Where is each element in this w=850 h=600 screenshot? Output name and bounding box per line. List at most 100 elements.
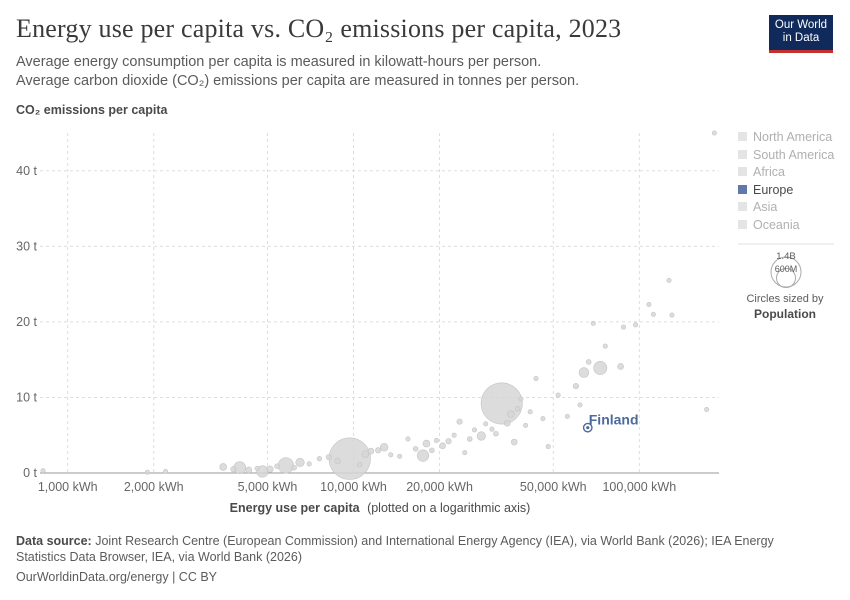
data-point[interactable]	[602, 343, 608, 349]
data-point[interactable]	[412, 446, 419, 452]
data-point[interactable]	[422, 439, 431, 448]
x-tick-label: 1,000 kWh	[38, 480, 98, 494]
owid-logo[interactable]: Our World in Data	[769, 15, 833, 53]
legend-item-south-america[interactable]: South America	[738, 148, 834, 162]
data-point[interactable]	[356, 461, 363, 468]
data-point[interactable]	[666, 277, 672, 283]
data-point[interactable]	[514, 406, 521, 412]
data-point[interactable]	[433, 438, 439, 444]
data-point[interactable]	[219, 463, 227, 471]
data-point[interactable]	[439, 442, 446, 450]
data-point[interactable]	[669, 312, 675, 318]
data-point[interactable]	[325, 454, 332, 461]
data-point[interactable]	[518, 396, 524, 402]
data-point[interactable]	[466, 436, 473, 442]
data-point[interactable]	[462, 450, 468, 456]
data-point[interactable]	[483, 421, 489, 427]
legend-label: South America	[753, 147, 835, 162]
data-point[interactable]	[590, 320, 596, 326]
data-point[interactable]	[388, 452, 394, 458]
legend-item-north-america[interactable]: North America	[738, 130, 832, 144]
data-point[interactable]	[379, 443, 389, 452]
legend-item-asia[interactable]: Asia	[738, 200, 777, 214]
data-point[interactable]	[617, 363, 624, 370]
data-point[interactable]	[277, 457, 294, 474]
data-point[interactable]	[163, 468, 169, 474]
x-tick-label: 10,000 kWh	[320, 480, 387, 494]
data-point[interactable]	[493, 430, 499, 437]
logo-line-1: Our World	[774, 19, 828, 31]
data-point[interactable]	[585, 359, 592, 365]
data-point[interactable]	[533, 376, 539, 382]
data-point[interactable]	[429, 447, 435, 454]
data-point[interactable]	[291, 464, 297, 471]
data-point[interactable]	[471, 427, 477, 433]
y-tick-label: 10 t	[16, 390, 37, 404]
data-point[interactable]	[523, 422, 529, 428]
data-point[interactable]	[650, 311, 656, 317]
data-point[interactable]	[266, 465, 274, 473]
data-point[interactable]	[334, 457, 341, 465]
data-point[interactable]	[416, 449, 430, 462]
data-point[interactable]	[445, 438, 452, 445]
data-point[interactable]	[254, 465, 260, 471]
data-point[interactable]	[230, 466, 237, 473]
data-point[interactable]	[144, 469, 150, 475]
data-point[interactable]	[451, 432, 457, 438]
data-point[interactable]	[620, 324, 626, 330]
logo-line-2: in Data	[782, 31, 820, 44]
legend-swatch	[738, 132, 747, 141]
data-point[interactable]	[375, 447, 382, 454]
data-point[interactable]	[456, 418, 463, 425]
data-point[interactable]	[40, 468, 46, 474]
data-point[interactable]	[540, 416, 546, 422]
y-tick-label: 20 t	[16, 315, 37, 329]
data-point[interactable]	[367, 447, 375, 455]
data-point[interactable]	[577, 402, 583, 408]
data-point[interactable]	[527, 409, 533, 415]
data-point[interactable]	[572, 383, 579, 390]
data-point[interactable]	[476, 431, 486, 441]
legend-item-africa[interactable]: Africa	[738, 165, 785, 179]
data-point[interactable]	[295, 457, 305, 467]
y-tick-label: 30 t	[16, 239, 37, 253]
legend-label: North America	[753, 130, 833, 144]
data-point[interactable]	[306, 461, 312, 467]
data-point[interactable]	[646, 302, 652, 308]
data-point[interactable]	[480, 382, 523, 425]
data-point[interactable]	[503, 419, 511, 427]
data-point[interactable]	[545, 444, 551, 450]
data-source-text: Joint Research Centre (European Commissi…	[16, 534, 774, 564]
data-point[interactable]	[361, 450, 370, 458]
data-point[interactable]	[704, 407, 710, 413]
data-point[interactable]	[506, 410, 515, 418]
data-point[interactable]	[245, 466, 253, 474]
data-point[interactable]	[274, 463, 280, 469]
size-caption-1: Circles sized by	[746, 293, 824, 305]
data-point[interactable]	[711, 130, 717, 136]
data-point[interactable]	[489, 426, 495, 432]
legend-item-oceania[interactable]: Oceania	[738, 218, 800, 232]
data-point[interactable]	[555, 392, 561, 398]
legend-item-europe[interactable]: Europe	[738, 183, 793, 197]
size-legend-small-label: 600M	[775, 264, 798, 274]
size-legend-small-circle	[776, 268, 796, 288]
data-point[interactable]	[328, 437, 371, 480]
finland-point-core	[586, 426, 590, 430]
data-point[interactable]	[564, 413, 570, 419]
legend-label: Africa	[753, 165, 785, 180]
data-source-label: Data source:	[16, 534, 92, 548]
data-point[interactable]	[316, 456, 323, 462]
data-point[interactable]	[397, 453, 403, 459]
data-point[interactable]	[633, 322, 639, 328]
x-axis-label-main: Energy use per capita	[230, 501, 361, 515]
data-point[interactable]	[578, 367, 590, 378]
subtitle-line-1: Average energy consumption per capita is…	[16, 54, 542, 70]
data-point[interactable]	[593, 361, 608, 375]
data-point[interactable]	[405, 436, 411, 442]
legend-swatch	[738, 167, 747, 177]
chart-title: Energy use per capita vs. CO₂ emissions …	[16, 14, 622, 43]
data-point[interactable]	[510, 438, 518, 446]
source-url[interactable]: OurWorldinData.org/energy | CC BY	[16, 570, 218, 584]
